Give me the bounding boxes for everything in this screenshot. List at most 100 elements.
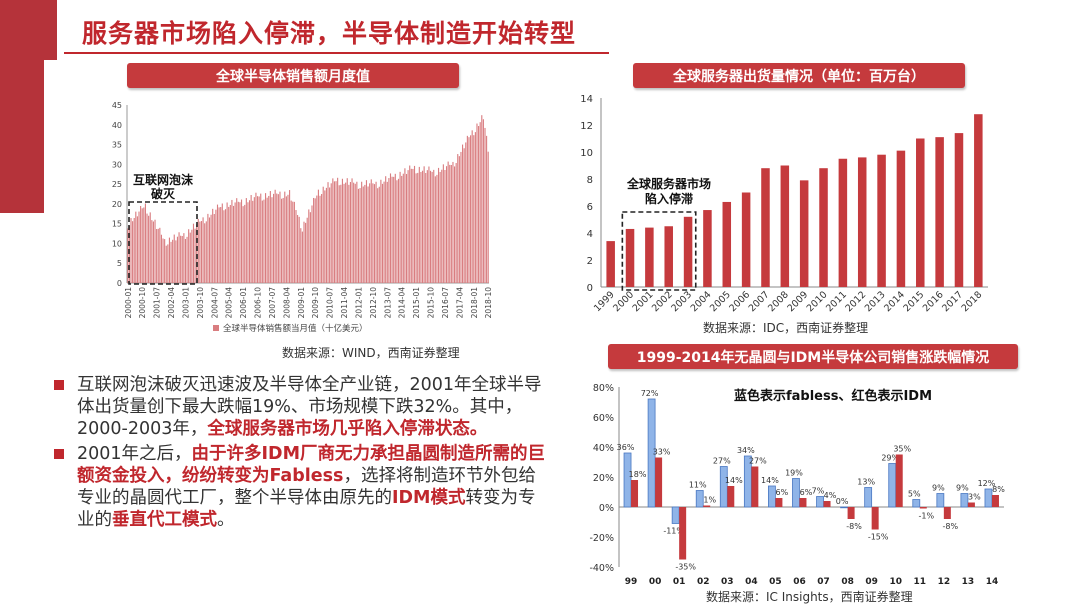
monthly-sales-bar [381, 183, 384, 283]
stagnation-annotation-line2: 陷入停滞 [645, 191, 693, 206]
y-tick-label: 10 [112, 239, 122, 248]
x-tick-label: 2018-10 [484, 287, 493, 319]
idm-data-label: -8% [943, 522, 959, 531]
monthly-sales-bar [216, 204, 219, 283]
y-tick-label: 80% [593, 383, 614, 394]
stagnation-annotation-line1: 全球服务器市场 [626, 176, 711, 191]
x-tick-label: 2007-07 [268, 287, 277, 319]
x-tick-label: 14 [986, 577, 999, 587]
x-tick-label: 2003-01 [181, 287, 190, 319]
y-tick-label: 12 [580, 121, 593, 132]
fabless-data-label: 12% [978, 479, 996, 488]
fabless-bar [936, 493, 945, 508]
bubble-annotation-line1: 互联网泡沫 [133, 172, 194, 187]
page-title: 服务器市场陷入停滞，半导体制造开始转型 [82, 19, 577, 48]
monthly-sales-bar [300, 228, 302, 283]
monthly-sales-bar [413, 165, 416, 283]
x-tick-label: 06 [793, 577, 806, 587]
monthly-sales-bar [415, 173, 417, 283]
monthly-sales-bar [391, 176, 393, 283]
monthly-sales-bar [412, 168, 414, 283]
monthly-sales-bar [138, 211, 140, 283]
monthly-sales-bar [293, 201, 295, 283]
x-tick-label: 2003-10 [196, 287, 205, 319]
monthly-sales-bar [351, 178, 353, 283]
monthly-sales-bar [200, 221, 203, 283]
monthly-sales-bar [364, 184, 366, 283]
monthly-sales-bar [337, 177, 339, 283]
monthly-sales-bar [303, 221, 305, 283]
monthly-sales-bar [486, 135, 488, 283]
x-tick-label: 2004-07 [210, 287, 219, 319]
monthly-sales-bar [133, 217, 135, 283]
server-shipment-bar [780, 165, 790, 287]
x-tick-label: 10 [889, 577, 902, 587]
monthly-sales-bar [208, 217, 211, 283]
fabless-data-label: 9% [956, 484, 969, 493]
x-tick-label: 2006-01 [239, 287, 248, 319]
monthly-sales-bar [386, 181, 388, 283]
monthly-sales-bar [180, 235, 182, 283]
monthly-sales-bar [325, 187, 327, 283]
monthly-sales-bar [239, 202, 241, 283]
monthly-sales-bar [173, 234, 175, 283]
fabless-bar [816, 496, 824, 508]
monthly-sales-bar [441, 169, 443, 283]
monthly-sales-bar [178, 232, 180, 283]
fabless-bar [912, 499, 921, 508]
x-tick-label: 2015-10 [427, 287, 436, 319]
monthly-sales-bar [202, 217, 204, 283]
bullet-highlight: IDM模式 [392, 488, 466, 508]
monthly-sales-bar [388, 178, 390, 283]
monthly-sales-bar [220, 207, 222, 283]
monthly-sales-bar [316, 195, 318, 283]
idm-bar [847, 507, 855, 519]
monthly-sales-bar [396, 180, 398, 283]
x-tick-label: 2000-01 [124, 287, 133, 319]
monthly-sales-bar [295, 210, 297, 283]
monthly-sales-bar [146, 213, 148, 283]
monthly-sales-bar [338, 185, 340, 283]
monthly-sales-bar [404, 168, 406, 283]
monthly-sales-bar [223, 210, 225, 283]
monthly-sales-bar [135, 211, 137, 283]
monthly-sales-bar [305, 222, 307, 283]
server-shipment-bar [954, 133, 964, 287]
monthly-sales-bar [213, 214, 215, 283]
monthly-sales-bar [184, 238, 187, 283]
monthly-sales-bar [377, 188, 379, 283]
fabless-bar [792, 478, 800, 508]
monthly-sales-bar [309, 212, 311, 283]
monthly-sales-bar [172, 239, 174, 283]
monthly-sales-bar [268, 195, 270, 283]
x-tick-label: 2001-07 [153, 287, 162, 319]
monthly-sales-bar [191, 229, 193, 283]
server-shipment-bar [877, 154, 886, 287]
monthly-sales-bar [151, 220, 153, 283]
idm-bar [943, 507, 951, 519]
x-tick-label: 2002-04 [167, 287, 176, 319]
y-tick-label: -40% [589, 563, 614, 574]
monthly-sales-bar [359, 188, 361, 283]
y-tick-label: 5 [117, 259, 122, 268]
idm-data-label: 14% [725, 476, 743, 485]
monthly-sales-bar [439, 171, 441, 283]
monthly-sales-bar [345, 182, 347, 283]
monthly-sales-bar [311, 205, 313, 283]
fabless-data-label: 7% [812, 487, 825, 496]
monthly-sales-bar [324, 190, 326, 283]
idm-data-label: 33% [653, 448, 671, 457]
x-tick-label: 2009-10 [311, 287, 320, 319]
bullet-text: 。 [217, 510, 235, 530]
y-tick-label: 35 [112, 141, 122, 150]
monthly-sales-bar [301, 231, 303, 283]
monthly-sales-bar [399, 171, 401, 283]
fabless-bar [960, 493, 969, 508]
monthly-sales-bar [410, 168, 412, 283]
monthly-sales-bar [210, 214, 212, 283]
server-shipment-bar [606, 241, 615, 287]
monthly-sales-bar [447, 161, 449, 283]
